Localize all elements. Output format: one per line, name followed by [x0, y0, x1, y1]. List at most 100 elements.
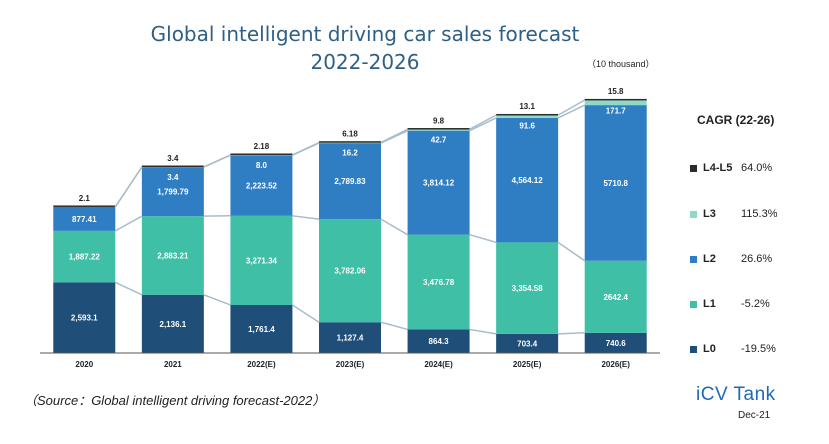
legend-cagr-value: 26.6%	[741, 253, 773, 265]
bar-l2-3	[319, 143, 381, 220]
data-label-l0-2: 1,761.4	[248, 325, 275, 334]
legend-cagr-value: -19.5%	[741, 343, 776, 355]
bar-l1-6	[584, 260, 647, 333]
x-tick-label-1: 2021	[164, 360, 182, 369]
data-label-l3-2: 8.0	[256, 161, 268, 170]
connector-line-1-3	[380, 218, 408, 236]
bar-l3-4	[407, 129, 470, 131]
connector-line-4-0	[114, 166, 143, 208]
bar-l2-0	[53, 206, 116, 231]
x-tick-label-5: 2025(E)	[513, 360, 542, 369]
data-label-l0-6: 740.6	[606, 339, 627, 348]
bar-l2-1	[141, 167, 204, 217]
data-label-l2-6: 5710.8	[603, 179, 628, 188]
data-label-l1-2: 3,271.34	[246, 256, 278, 265]
connector-line-1-4	[469, 233, 497, 244]
connector-line-0-2	[292, 304, 320, 323]
x-tick-label-0: 2020	[75, 360, 93, 369]
bar-l3-5	[496, 115, 559, 118]
connector-line-4-1	[203, 154, 231, 168]
chart-subtitle: 2022-2026	[310, 50, 420, 74]
unit-label: （10 thousand）	[587, 59, 655, 69]
bar-l3-6	[584, 100, 647, 106]
bar-l4-l5-5	[496, 113, 559, 116]
connector-line-2-5	[557, 104, 586, 119]
legend-series-name: L3	[703, 208, 716, 220]
data-label-l3-3: 16.2	[342, 149, 358, 158]
bar-l2-6	[584, 105, 647, 261]
x-tick-label-4: 2024(E)	[424, 360, 453, 369]
bar-l4-l5-1	[141, 165, 204, 168]
connector-line-1-0	[114, 215, 143, 232]
data-label-l0-3: 1,127.4	[337, 334, 364, 343]
connector-line-2-4	[469, 117, 497, 132]
data-label-l3-1: 3.4	[167, 173, 179, 182]
data-label-l2-5: 4,564.12	[512, 176, 544, 185]
data-label-l1-0: 1,887.22	[69, 253, 101, 262]
legend-swatch	[690, 345, 697, 353]
connector-line-1-5	[557, 241, 586, 262]
bar-l1-3	[319, 219, 381, 323]
x-tick-label-6: 2026(E)	[601, 360, 630, 369]
legend-swatch	[690, 210, 697, 218]
connector-line-4-2	[292, 141, 320, 156]
legend-item-l0: L0 -19.5%	[690, 343, 776, 355]
data-label-l1-6: 2642.4	[603, 293, 628, 302]
data-label-l2-1: 1,799.79	[157, 188, 189, 197]
bar-l0-2	[230, 304, 293, 353]
data-label-l0-0: 2,593.1	[71, 314, 98, 323]
connector-line-0-0	[114, 281, 143, 296]
connector-line-4-4	[469, 114, 497, 130]
date-label: Dec-21	[738, 410, 771, 421]
source-note: （Source：Global intelligent driving forec…	[24, 393, 326, 408]
legend-series-name: L4-L5	[703, 162, 733, 174]
data-label-l2-4: 3,814.12	[423, 179, 455, 188]
legend-swatch	[690, 255, 697, 263]
bar-l4-l5-4	[407, 128, 470, 130]
data-label-l0-5: 703.4	[517, 339, 538, 348]
data-label-l0-4: 864.3	[429, 337, 450, 346]
connector-line-0-1	[203, 294, 231, 306]
total-label-4: 9.8	[433, 116, 445, 125]
bar-l0-6	[584, 332, 647, 353]
data-label-l1-5: 3,354.58	[512, 284, 544, 293]
connector-line-4-5	[557, 99, 586, 116]
data-label-l1-4: 3,476.78	[423, 278, 455, 287]
legend-item-l1: L1 -5.2%	[690, 298, 770, 310]
chart-title: Global intelligent driving car sales for…	[150, 22, 580, 46]
data-label-l2-2: 2,223.52	[246, 182, 278, 191]
total-label-2: 2.18	[254, 142, 270, 151]
legend-swatch	[690, 164, 697, 172]
legend-item-l3: L3 115.3%	[690, 208, 778, 220]
bar-l4-l5-0	[53, 205, 116, 207]
connector-line-4-3	[380, 128, 408, 144]
data-label-l0-1: 2,136.1	[160, 320, 187, 329]
legend-cagr-value: 115.3%	[741, 208, 778, 220]
bar-l2-2	[230, 155, 293, 216]
data-label-l3-5: 91.6	[519, 121, 535, 130]
cagr-title: CAGR (22-26)	[697, 113, 775, 127]
data-label-l1-3: 3,782.06	[334, 267, 366, 276]
bar-l1-1	[141, 216, 204, 295]
legend-cagr-value: -5.2%	[741, 298, 770, 310]
bar-l4-l5-6	[584, 98, 647, 101]
legend-series-name: L0	[703, 343, 716, 355]
total-label-3: 6.18	[342, 130, 358, 139]
connector-line-0-4	[469, 328, 497, 335]
bar-l0-4	[407, 329, 470, 353]
legend-swatch	[690, 300, 697, 308]
bar-l1-0	[53, 230, 116, 283]
legend-series-name: L2	[703, 253, 716, 265]
legend-item-l4-l5: L4-L5 64.0%	[690, 162, 772, 174]
data-label-l1-1: 2,883.21	[157, 251, 189, 260]
bar-l2-5	[496, 117, 559, 243]
legend-series-name: L1	[703, 298, 716, 310]
data-label-l2-3: 2,789.83	[334, 177, 366, 186]
bar-l0-1	[141, 294, 204, 353]
legend-item-l2: L2 26.6%	[690, 253, 772, 265]
total-label-0: 2.1	[79, 194, 91, 203]
bar-l0-0	[53, 282, 116, 353]
connector-line-0-5	[558, 332, 585, 335]
bar-l0-5	[496, 333, 559, 353]
